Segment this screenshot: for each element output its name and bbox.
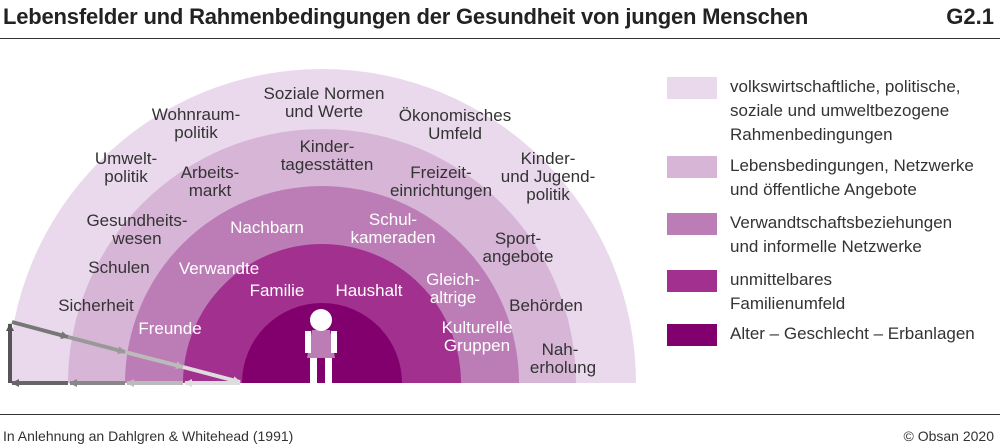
label: Nachbarn bbox=[230, 218, 304, 237]
page-title: Lebensfelder und Rahmenbedingungen der G… bbox=[3, 4, 809, 29]
legend-label: Alter – Geschlecht – Erbanlagen bbox=[730, 324, 975, 343]
label: Schulen bbox=[88, 258, 149, 277]
label: Arbeits- bbox=[181, 163, 240, 182]
label: Ökonomisches bbox=[399, 106, 511, 125]
label: politik bbox=[104, 167, 148, 186]
label: und Werte bbox=[285, 102, 363, 121]
top-divider bbox=[0, 38, 1000, 39]
label: tagesstätten bbox=[281, 155, 374, 174]
label: angebote bbox=[483, 247, 554, 266]
label: Behörden bbox=[509, 296, 583, 315]
outer-ring-labels: Soziale Normen und Werte Wohnraum- polit… bbox=[58, 84, 596, 377]
label: Gruppen bbox=[444, 336, 510, 355]
copyright: © Obsan 2020 bbox=[903, 428, 995, 444]
label: Nah- bbox=[542, 340, 579, 359]
label: Freizeit- bbox=[410, 163, 471, 182]
label: Kulturelle bbox=[442, 318, 513, 337]
label: kameraden bbox=[350, 228, 435, 247]
label: Sicherheit bbox=[58, 296, 134, 315]
label: altrige bbox=[430, 288, 476, 307]
legend-swatch bbox=[667, 324, 717, 346]
fourth-ring-labels: Familie Haushalt bbox=[250, 281, 403, 300]
second-ring-labels: Kinder- tagesstätten Arbeits- markt Frei… bbox=[181, 137, 554, 266]
legend-swatch bbox=[667, 156, 717, 178]
label: Verwandte bbox=[179, 259, 259, 278]
bottom-divider bbox=[0, 414, 1000, 415]
legend-label: unmittelbares Familienumfeld bbox=[730, 270, 846, 313]
label: Soziale Normen bbox=[264, 84, 385, 103]
figure-code: G2.1 bbox=[946, 4, 994, 29]
label: Haushalt bbox=[335, 281, 402, 300]
label: Wohnraum- bbox=[152, 105, 241, 124]
label: politik bbox=[526, 185, 570, 204]
label: Gesundheits- bbox=[86, 211, 187, 230]
source-note: In Anlehnung an Dahlgren & Whitehead (19… bbox=[3, 428, 294, 444]
label: wesen bbox=[111, 229, 161, 248]
arrows bbox=[6, 320, 241, 387]
label: und Jugend- bbox=[501, 167, 596, 186]
legend-swatch bbox=[667, 270, 717, 292]
label: markt bbox=[189, 181, 232, 200]
label: Umwelt- bbox=[95, 149, 157, 168]
label: Schul- bbox=[369, 210, 417, 229]
label: Umfeld bbox=[428, 124, 482, 143]
third-ring-labels: Nachbarn Schul- kameraden Verwandte Glei… bbox=[138, 210, 512, 355]
label: Freunde bbox=[138, 319, 201, 338]
legend-label: volkswirtschaftliche, politische, sozial… bbox=[730, 77, 961, 144]
legend-swatch bbox=[667, 77, 717, 99]
legend-label: Verwandtschaftsbeziehungen und informell… bbox=[730, 213, 953, 256]
legend-label: Lebensbedingungen, Netzwerke und öffentl… bbox=[730, 156, 974, 199]
label: erholung bbox=[530, 358, 596, 377]
label: Sport- bbox=[495, 229, 541, 248]
child-figure-icon bbox=[305, 309, 337, 383]
label: einrichtungen bbox=[390, 181, 492, 200]
label: Gleich- bbox=[426, 270, 480, 289]
label: politik bbox=[174, 123, 218, 142]
label: Kinder- bbox=[300, 137, 355, 156]
label: Kinder- bbox=[521, 149, 576, 168]
label: Familie bbox=[250, 281, 305, 300]
legend-swatch bbox=[667, 213, 717, 235]
